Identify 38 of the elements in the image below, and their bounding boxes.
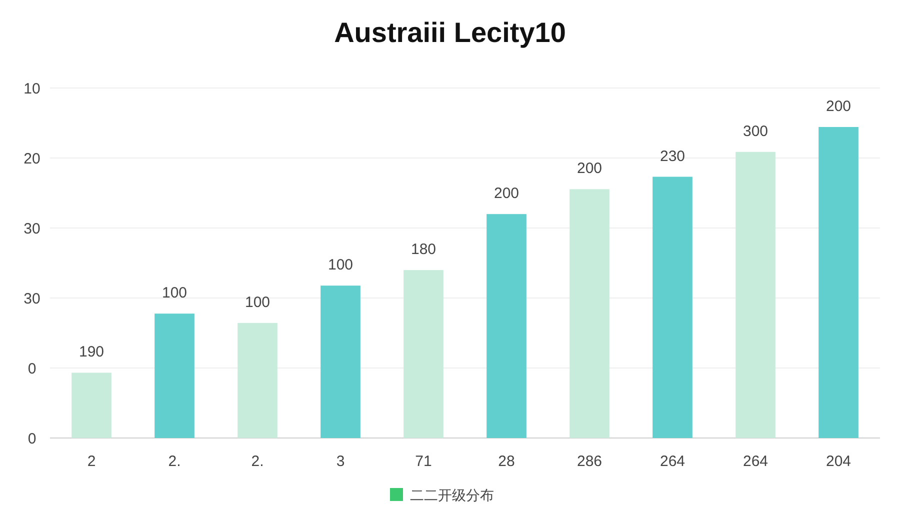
text: 20	[24, 150, 40, 168]
bar	[320, 286, 360, 438]
x-tick-label: 2.	[168, 453, 181, 470]
bar	[570, 189, 610, 438]
bar	[736, 152, 776, 438]
annotation: 100	[162, 284, 188, 302]
annotation: 100	[328, 256, 354, 274]
bar	[238, 322, 278, 438]
text: 二二开级分布	[410, 486, 494, 503]
x-tick-label: 286	[576, 453, 602, 470]
x-tick-label: 2	[87, 453, 96, 470]
bar	[652, 176, 692, 438]
text: 0	[28, 360, 36, 378]
annotation: 180	[410, 241, 436, 258]
text: 30	[24, 220, 40, 238]
x-tick-label: 71	[415, 453, 432, 470]
annotation: 230	[660, 148, 686, 165]
annotation: 190	[78, 344, 104, 361]
bar	[404, 270, 444, 438]
x-tick-label: 204	[826, 453, 852, 470]
text: 30	[24, 290, 40, 308]
annotation: 300	[742, 122, 768, 140]
annotation: 200	[494, 185, 520, 202]
text: 200	[826, 98, 852, 115]
bar	[154, 314, 194, 438]
annotation: 200	[576, 160, 602, 178]
x-tick-label: 28	[498, 453, 515, 470]
chart-title: Austraiii Lecity10	[334, 17, 566, 48]
annotation: 100	[244, 294, 270, 311]
x-tick-label: 3	[336, 453, 345, 470]
bar	[818, 127, 858, 438]
x-tick-label: 2.	[251, 453, 264, 470]
text: 0	[28, 430, 36, 448]
x-tick-label: 264	[660, 453, 686, 470]
text: 10	[24, 80, 40, 98]
x-tick-label: 264	[742, 453, 768, 470]
bar	[72, 372, 112, 438]
bar	[486, 214, 526, 438]
